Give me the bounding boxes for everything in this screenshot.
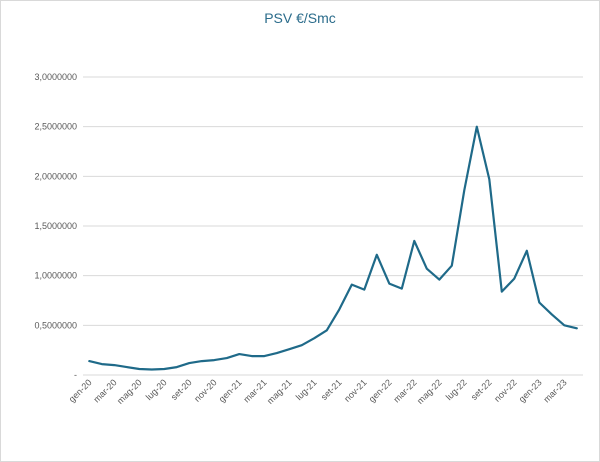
data-point — [375, 253, 378, 256]
data-point — [388, 282, 391, 285]
data-point — [500, 290, 503, 293]
x-tick-label: lug-20 — [144, 377, 169, 402]
x-tick-label: lug-21 — [294, 377, 319, 402]
data-point — [525, 249, 528, 252]
x-tick-label: mag-22 — [415, 377, 444, 406]
data-point — [475, 125, 478, 128]
data-point — [213, 359, 216, 362]
y-tick-label: - — [74, 370, 77, 380]
x-tick-label: set-21 — [319, 377, 344, 402]
series-line — [88, 125, 578, 371]
x-tick-label: nov-21 — [342, 377, 369, 404]
data-point — [175, 366, 178, 369]
data-point — [113, 364, 116, 367]
x-tick-label: nov-20 — [192, 377, 219, 404]
data-point — [225, 357, 228, 360]
x-tick-label: mar-20 — [91, 377, 118, 404]
data-point — [200, 360, 203, 363]
x-tick-label: mag-21 — [265, 377, 294, 406]
y-tick-label: 2,0000000 — [34, 171, 77, 181]
data-point — [513, 277, 516, 280]
data-point — [550, 313, 553, 316]
data-point — [300, 344, 303, 347]
x-tick-label: mar-21 — [241, 377, 268, 404]
x-tick-label: set-22 — [469, 377, 494, 402]
x-tick-label: gen-23 — [517, 377, 544, 404]
data-point — [400, 287, 403, 290]
data-point — [350, 283, 353, 286]
y-tick-label: 1,5000000 — [34, 221, 77, 231]
y-tick-label: 0,5000000 — [34, 320, 77, 330]
data-point — [450, 264, 453, 267]
x-tick-label: mar-22 — [391, 377, 418, 404]
data-point — [250, 355, 253, 358]
x-tick-label: gen-22 — [367, 377, 394, 404]
data-point — [163, 368, 166, 371]
data-point — [538, 301, 541, 304]
x-tick-label: mag-20 — [115, 377, 144, 406]
data-point — [438, 278, 441, 281]
x-tick-label: set-20 — [169, 377, 194, 402]
x-tick-label: gen-20 — [67, 377, 94, 404]
y-tick-label: 3,0000000 — [34, 72, 77, 82]
data-point — [488, 178, 491, 181]
data-point — [188, 362, 191, 365]
data-point — [100, 363, 103, 366]
data-point — [413, 239, 416, 242]
x-tick-label: gen-21 — [217, 377, 244, 404]
data-point — [288, 348, 291, 351]
data-point — [263, 355, 266, 358]
x-tick-label: lug-22 — [444, 377, 469, 402]
y-tick-label: 1,0000000 — [34, 271, 77, 281]
data-point — [88, 360, 91, 363]
data-point — [125, 366, 128, 369]
x-tick-label: mar-23 — [541, 377, 568, 404]
data-point — [463, 189, 466, 192]
chart-title: PSV €/Smc — [264, 10, 336, 26]
data-point — [238, 353, 241, 356]
y-tick-label: 2,5000000 — [34, 122, 77, 132]
data-point — [325, 329, 328, 332]
data-point — [425, 267, 428, 270]
data-point — [275, 352, 278, 355]
x-tick-label: nov-22 — [492, 377, 519, 404]
data-point — [363, 288, 366, 291]
data-point — [338, 308, 341, 311]
data-point — [313, 337, 316, 340]
data-point — [575, 327, 578, 330]
data-point — [150, 368, 153, 371]
data-point — [138, 368, 141, 371]
data-point — [563, 324, 566, 327]
